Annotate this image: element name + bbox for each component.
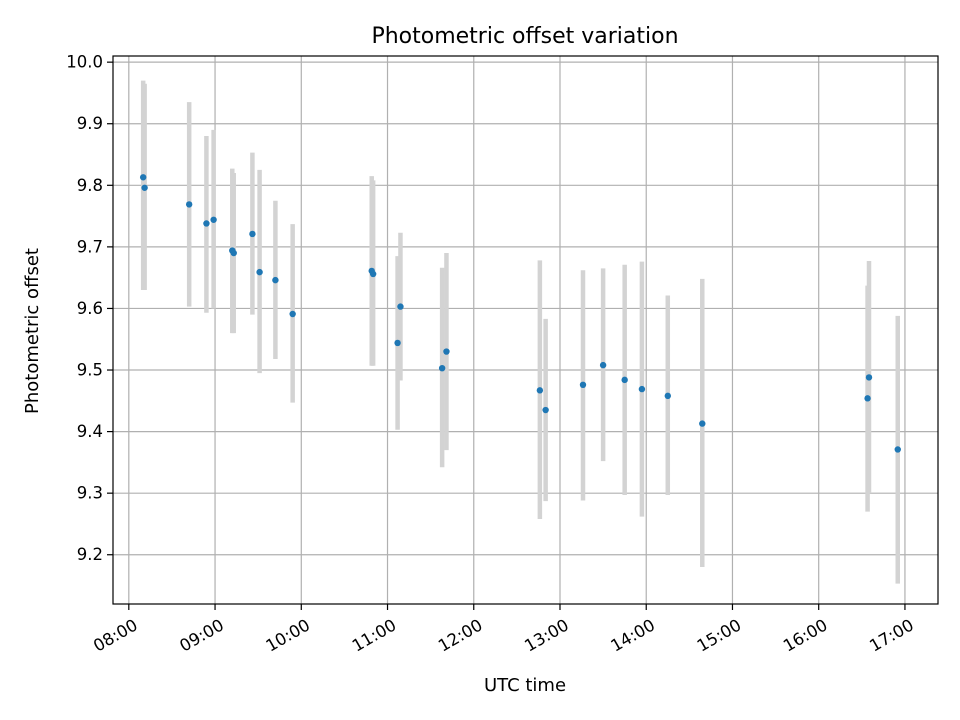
data-point [249, 230, 256, 238]
y-tick-label: 9.8 [77, 176, 103, 195]
point-layer [139, 174, 901, 453]
data-point [621, 376, 628, 384]
y-tick-label: 10.0 [66, 53, 103, 72]
data-point [599, 361, 607, 369]
data-point [289, 310, 296, 318]
x-tick-label: 14:00 [608, 615, 659, 655]
x-tick-label: 16:00 [780, 615, 831, 655]
data-point [864, 395, 871, 402]
y-tick-label: 9.4 [77, 422, 103, 441]
data-point [664, 392, 671, 400]
data-point [699, 420, 706, 427]
x-axis-label: UTC time [484, 675, 566, 696]
grid-layer [113, 56, 938, 604]
errorbar-layer [140, 80, 901, 584]
x-tick-label: 17:00 [866, 615, 917, 655]
data-point [443, 348, 450, 355]
chart-title: Photometric offset variation [371, 24, 678, 49]
data-point [638, 385, 646, 393]
data-point [230, 249, 237, 257]
x-tick-label: 12:00 [435, 615, 486, 655]
x-tick-label: 11:00 [349, 615, 400, 655]
plot-frame [112, 55, 939, 605]
y-tick-label: 9.9 [77, 114, 103, 133]
data-point [369, 270, 377, 278]
data-point [139, 174, 147, 181]
x-tick-label: 13:00 [521, 615, 572, 655]
data-point [438, 364, 446, 372]
x-tick-label: 15:00 [694, 615, 745, 655]
data-point [397, 303, 404, 310]
y-tick-label: 9.7 [77, 237, 103, 256]
data-point [536, 387, 544, 394]
x-axis-ticks: 08:00 09:00 10:00 11:00 12:00 13:00 14:00 15:00… [90, 604, 917, 656]
x-tick-label: 09:00 [176, 615, 227, 655]
data-point [542, 406, 549, 414]
data-point [272, 276, 279, 284]
data-point [894, 446, 901, 453]
data-point [256, 268, 263, 276]
y-tick-label: 9.2 [77, 545, 103, 564]
x-tick-label: 10:00 [263, 615, 314, 655]
y-tick-label: 9.6 [77, 299, 103, 318]
data-point [141, 184, 148, 191]
y-axis-ticks: 9.2 9.3 9.4 9.5 9.6 9.7 9.8 9.9 10.0 [66, 53, 113, 564]
data-point [865, 374, 873, 381]
x-tick-label: 08:00 [90, 615, 141, 655]
y-axis-label: Photometric offset [22, 248, 43, 414]
data-point [203, 220, 210, 227]
data-point [394, 339, 401, 347]
y-tick-label: 9.5 [77, 361, 103, 380]
data-point [210, 216, 217, 223]
y-tick-label: 9.3 [77, 484, 103, 503]
data-point [185, 201, 193, 208]
data-point [579, 381, 587, 388]
